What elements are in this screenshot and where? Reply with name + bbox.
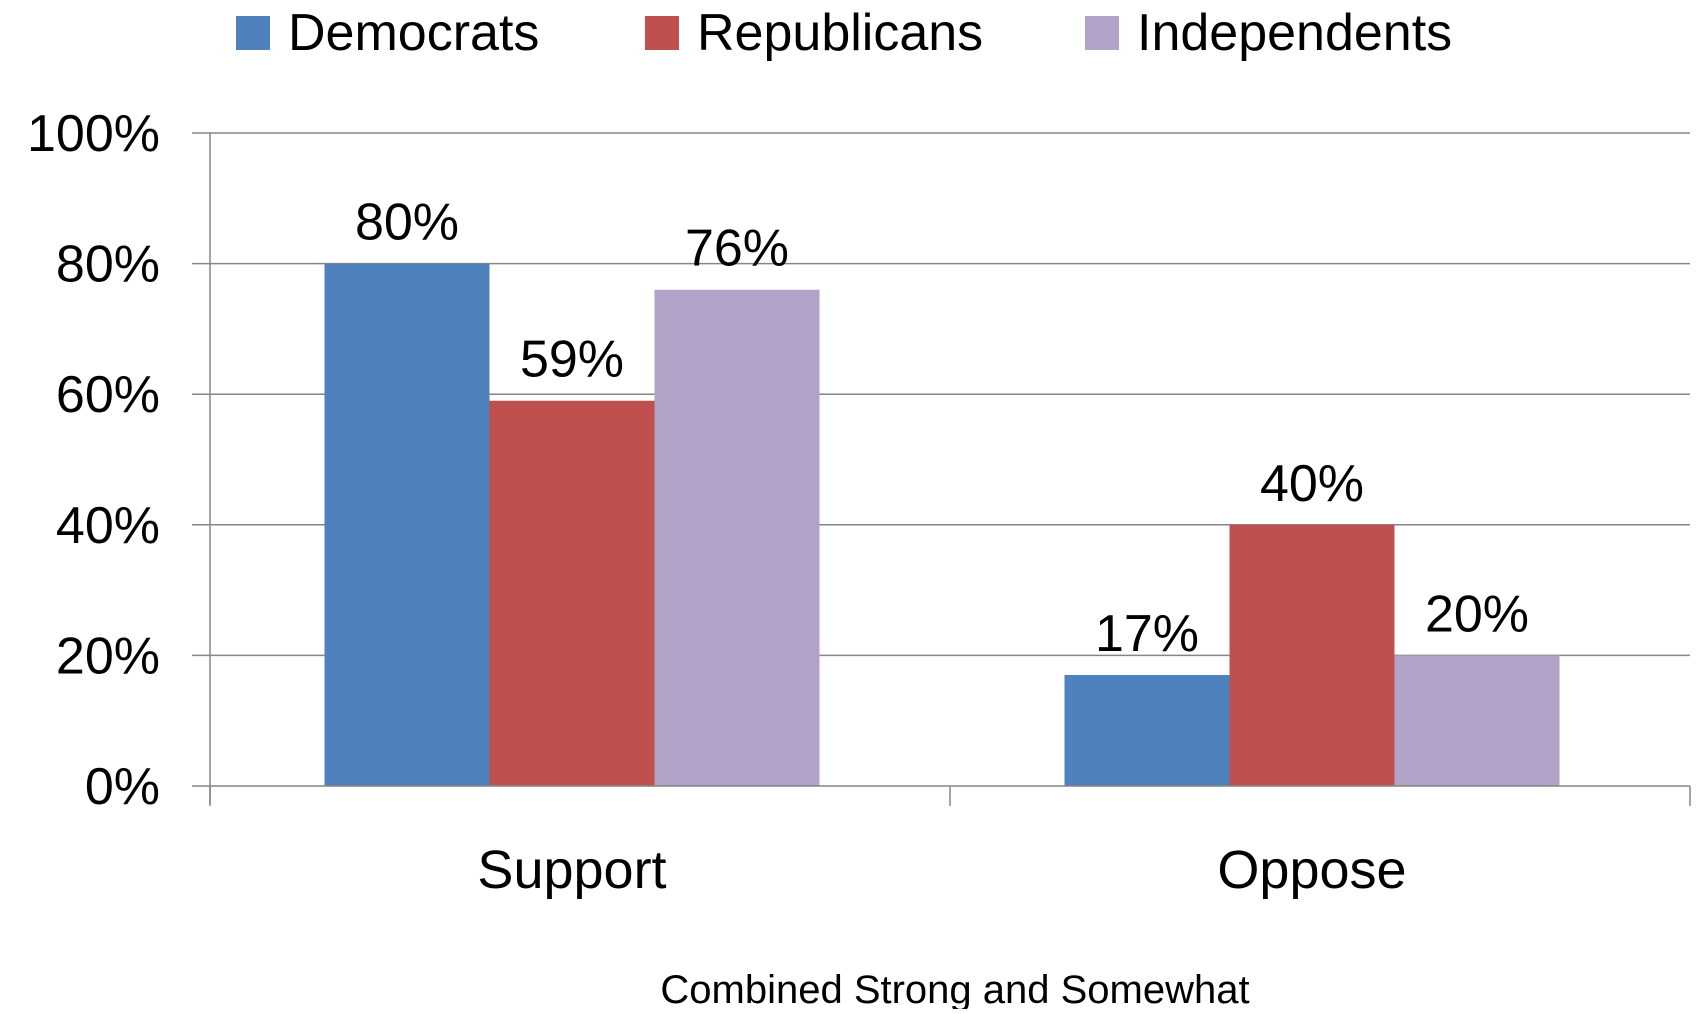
legend-label-democrats: Democrats (288, 4, 539, 62)
y-tick-label: 100% (27, 105, 160, 163)
data-labels: 80% 59% 76% 17% 40% 20% (355, 194, 1529, 663)
bar-republicans-support (489, 400, 655, 786)
data-label: 76% (685, 220, 789, 278)
legend: Democrats Republicans Independents (236, 4, 1452, 62)
legend-swatch-democrats (236, 16, 270, 50)
bar-republicans-oppose (1229, 524, 1395, 786)
category-label-support: Support (477, 840, 666, 900)
legend-swatch-republicans (645, 16, 679, 50)
x-axis-title: Combined Strong and Somewhat (660, 968, 1249, 1009)
y-tick-label: 60% (56, 366, 160, 424)
data-label: 40% (1260, 455, 1364, 513)
legend-label-independents: Independents (1137, 4, 1452, 62)
data-label: 80% (355, 194, 459, 252)
data-label: 20% (1425, 585, 1529, 643)
y-tick-label: 40% (56, 497, 160, 555)
bars (324, 263, 1560, 787)
y-tick-label: 80% (56, 236, 160, 294)
category-label-oppose: Oppose (1217, 840, 1406, 900)
legend-label-republicans: Republicans (697, 4, 983, 62)
data-label: 59% (520, 331, 624, 389)
legend-swatch-independents (1085, 16, 1119, 50)
y-tick-label: 20% (56, 627, 160, 685)
bar-democrats-oppose (1064, 674, 1230, 786)
data-label: 17% (1095, 605, 1199, 663)
y-tick-label: 0% (85, 758, 160, 816)
bar-independents-oppose (1394, 655, 1560, 786)
bar-independents-support (654, 289, 820, 786)
bar-democrats-support (324, 263, 490, 787)
axes: 0% 20% 40% 60% 80% 100% Support Oppose (27, 105, 1691, 900)
